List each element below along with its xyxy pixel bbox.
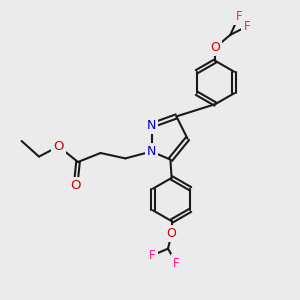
Text: O: O [53,140,64,153]
Text: O: O [167,227,176,240]
Text: F: F [244,20,250,33]
Text: F: F [173,256,180,270]
Text: F: F [236,10,242,23]
Text: N: N [147,119,156,132]
Text: F: F [149,249,156,262]
Text: O: O [70,179,81,192]
Text: N: N [147,145,156,158]
Text: O: O [211,41,220,54]
